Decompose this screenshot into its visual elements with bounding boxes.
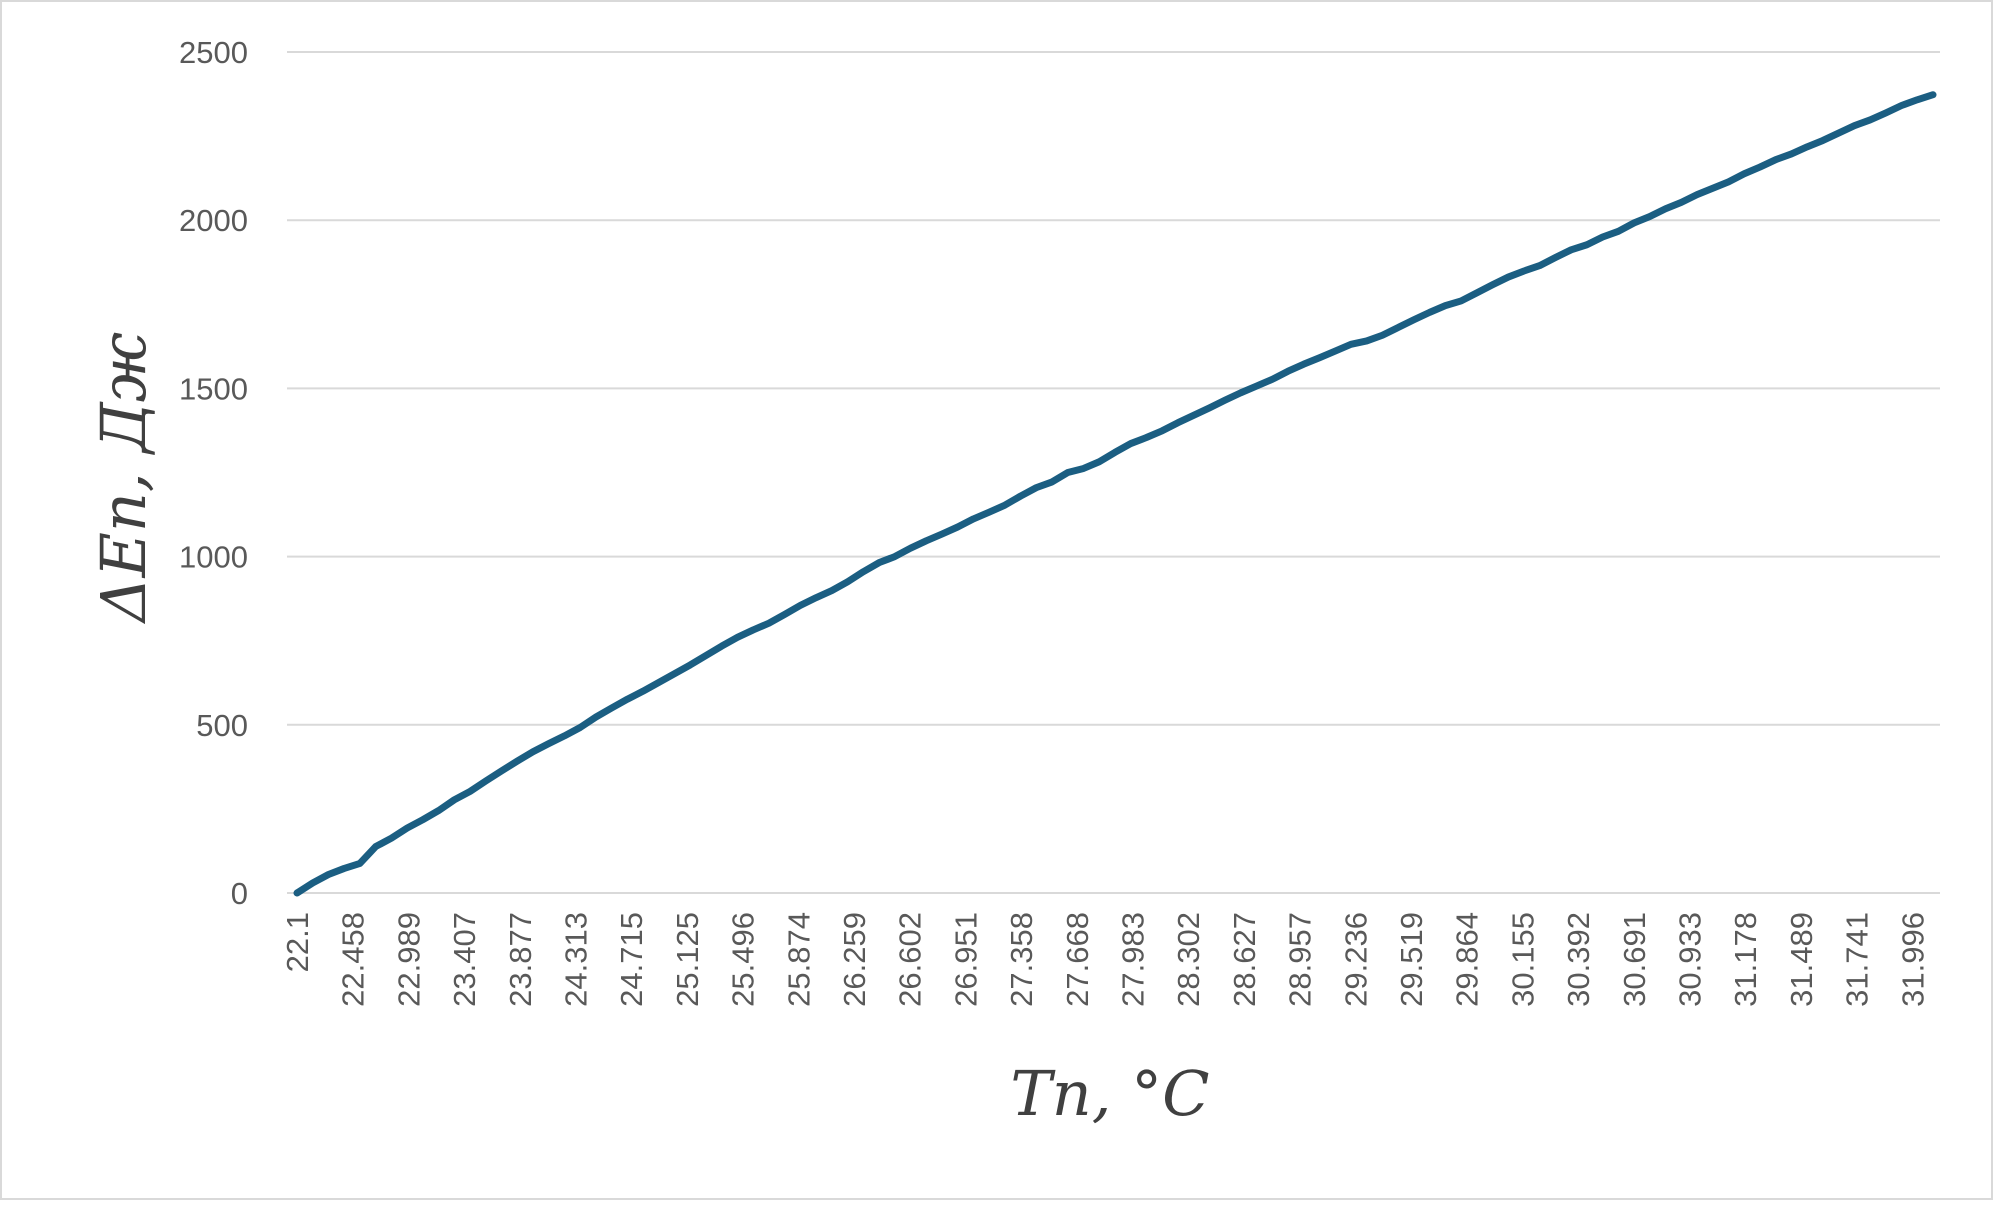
y-tick-label: 1500 bbox=[179, 371, 248, 406]
series-layer bbox=[293, 91, 1937, 897]
x-tick-label: 25.125 bbox=[670, 912, 705, 1007]
x-tick-label: 27.668 bbox=[1060, 912, 1095, 1007]
x-tick-label: 31.489 bbox=[1784, 912, 1819, 1007]
x-tick-label: 29.236 bbox=[1338, 912, 1373, 1007]
gridlines bbox=[287, 51, 1940, 894]
y-tick-label: 2000 bbox=[179, 203, 248, 238]
x-tick-label: 23.407 bbox=[447, 912, 482, 1007]
x-tick-label: 26.602 bbox=[893, 912, 928, 1007]
x-tick-label: 31.996 bbox=[1895, 912, 1930, 1007]
x-tick-label: 29.519 bbox=[1394, 912, 1429, 1007]
x-tick-label: 25.874 bbox=[781, 912, 816, 1007]
x-tick-label: 24.313 bbox=[559, 912, 594, 1007]
y-tick-label: 500 bbox=[196, 708, 248, 743]
x-tick-label: 30.155 bbox=[1505, 912, 1540, 1007]
y-tick-label: 2500 bbox=[179, 35, 248, 70]
x-tick-label: 29.864 bbox=[1450, 912, 1485, 1007]
x-tick-label: 27.358 bbox=[1004, 912, 1039, 1007]
x-tick-label: 24.715 bbox=[614, 912, 649, 1007]
x-tick-label: 28.957 bbox=[1283, 912, 1318, 1007]
x-tick-label: 30.392 bbox=[1561, 912, 1596, 1007]
x-tick-label: 28.302 bbox=[1171, 912, 1206, 1007]
x-axis-title: Tn, °C bbox=[1010, 1057, 1209, 1130]
y-axis-ticks: 0 500 1000 1500 2000 2500 bbox=[179, 35, 248, 911]
y-axis-title: ΔEn, Дж bbox=[87, 332, 160, 624]
x-tick-label: 31.178 bbox=[1728, 912, 1763, 1007]
series-line bbox=[293, 91, 1937, 897]
x-tick-label: 25.496 bbox=[726, 912, 761, 1007]
x-tick-label: 22.1 bbox=[280, 912, 315, 972]
x-axis-ticks: 22.1 22.458 22.989 23.407 23.877 24.313 24.715… bbox=[280, 912, 1930, 1007]
x-tick-label: 26.259 bbox=[837, 912, 872, 1007]
x-tick-label: 27.983 bbox=[1116, 912, 1151, 1007]
x-tick-label: 28.627 bbox=[1227, 912, 1262, 1007]
x-tick-label: 22.989 bbox=[391, 912, 426, 1007]
x-tick-label: 26.951 bbox=[948, 912, 983, 1007]
y-tick-label: 1000 bbox=[179, 540, 248, 575]
x-tick-label: 22.458 bbox=[336, 912, 371, 1007]
y-tick-label: 0 bbox=[231, 876, 248, 911]
x-tick-label: 23.877 bbox=[503, 912, 538, 1007]
x-tick-label: 30.933 bbox=[1673, 912, 1708, 1007]
x-tick-label: 31.741 bbox=[1840, 912, 1875, 1007]
x-tick-label: 30.691 bbox=[1617, 912, 1652, 1007]
